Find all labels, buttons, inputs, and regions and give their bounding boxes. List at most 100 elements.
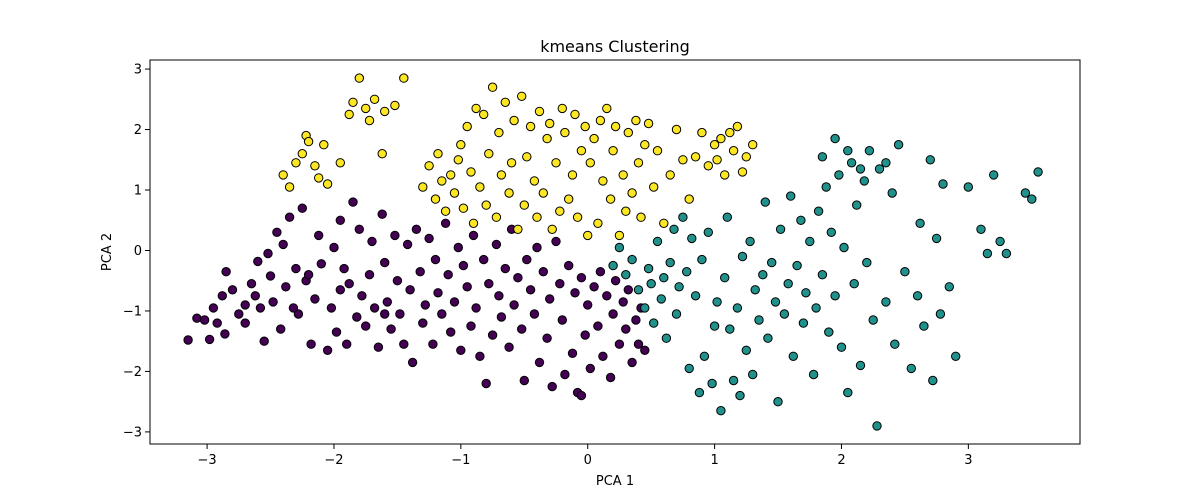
x-axis-label: PCA 1: [596, 474, 634, 489]
data-point: [217, 291, 228, 301]
data-point: [801, 288, 811, 298]
data-point: [348, 197, 358, 207]
data-point: [665, 257, 675, 268]
data-point: [631, 115, 641, 126]
data-point: [382, 297, 392, 307]
data-point: [864, 146, 875, 156]
data-point: [855, 164, 866, 174]
data-point: [665, 170, 675, 180]
data-point: [259, 336, 269, 346]
data-point: [326, 303, 337, 313]
data-point: [598, 351, 608, 361]
data-point: [1020, 188, 1031, 198]
data-point: [618, 170, 628, 180]
data-point: [369, 303, 380, 313]
data-point: [418, 182, 428, 192]
data-point: [399, 73, 409, 83]
data-point: [690, 291, 701, 301]
data-point: [369, 94, 380, 105]
data-point: [852, 200, 862, 210]
data-point: [564, 260, 574, 271]
data-point: [928, 375, 938, 386]
data-point: [649, 182, 659, 192]
data-point: [440, 218, 451, 229]
data-point: [468, 218, 479, 229]
data-point: [329, 242, 339, 253]
data-point: [522, 254, 532, 265]
data-point: [344, 109, 354, 120]
data-point: [263, 248, 273, 259]
data-point: [709, 140, 720, 150]
data-point: [572, 212, 583, 222]
data-point: [567, 348, 578, 358]
data-point: [542, 133, 552, 144]
data-point: [773, 397, 783, 407]
data-point: [605, 372, 616, 383]
data-point: [335, 215, 345, 226]
data-point: [741, 345, 751, 355]
data-point: [725, 127, 735, 138]
data-point: [643, 263, 654, 274]
data-point: [314, 173, 324, 183]
data-point: [316, 259, 326, 269]
data-point: [836, 342, 847, 352]
data-point: [722, 212, 732, 222]
data-point: [728, 146, 739, 156]
data-point: [291, 263, 301, 274]
x-tick-label: −3: [198, 453, 217, 468]
y-tick-label: −1: [123, 304, 142, 319]
data-point: [585, 158, 595, 168]
data-point: [598, 176, 608, 186]
data-point: [862, 257, 872, 268]
data-point: [504, 188, 514, 198]
data-point: [484, 149, 494, 159]
data-point: [678, 155, 688, 165]
data-point: [716, 406, 726, 416]
data-point: [881, 158, 891, 168]
data-point: [618, 297, 628, 307]
data-point: [449, 188, 460, 198]
data-point: [779, 309, 790, 319]
data-point: [221, 267, 231, 277]
y-tick-label: 2: [134, 123, 142, 138]
data-point: [491, 239, 502, 250]
data-point: [557, 315, 567, 325]
data-point: [319, 140, 329, 150]
data-point: [621, 270, 631, 280]
data-point: [278, 239, 288, 250]
data-point: [643, 118, 654, 129]
data-point: [348, 97, 358, 108]
data-point: [487, 330, 498, 340]
data-point: [758, 270, 768, 280]
data-point: [567, 170, 578, 180]
data-point: [496, 170, 507, 180]
data-point: [576, 146, 587, 156]
data-point: [661, 333, 672, 343]
data-point: [938, 179, 948, 189]
y-tick-label: 0: [134, 244, 142, 259]
data-point: [593, 218, 603, 229]
data-point: [265, 271, 276, 281]
data-point: [621, 206, 631, 216]
data-point: [602, 103, 612, 114]
data-point: [331, 327, 342, 337]
data-point: [532, 242, 542, 253]
data-point: [874, 164, 885, 174]
data-point: [811, 303, 821, 313]
data-point: [364, 115, 375, 126]
data-point: [849, 279, 859, 289]
data-point: [183, 335, 193, 345]
data-point: [595, 115, 606, 126]
data-point: [589, 133, 599, 144]
data-point: [522, 152, 532, 162]
data-point: [428, 339, 438, 349]
data-point: [576, 390, 587, 401]
y-tick-label: −3: [123, 425, 142, 440]
data-point: [760, 197, 770, 207]
data-point: [674, 282, 684, 292]
x-tick-label: 0: [584, 453, 592, 468]
data-point: [557, 103, 567, 114]
data-point: [906, 363, 916, 374]
data-point: [817, 270, 828, 280]
